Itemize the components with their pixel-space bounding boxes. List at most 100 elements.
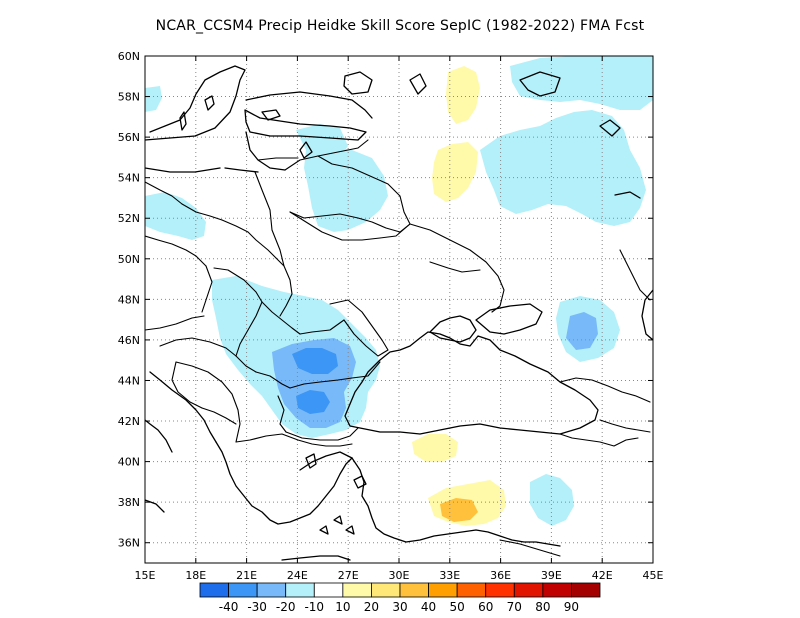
colorbar-label: 10	[335, 600, 350, 614]
chalkidiki	[305, 453, 317, 469]
colorbar-swatch	[199, 582, 229, 598]
border-romania-serbia	[255, 371, 291, 389]
northeast-light-blue	[510, 56, 653, 110]
lon-tick-label: 39E	[541, 569, 562, 582]
colorbar-swatch	[571, 582, 601, 598]
border-baltic-russia	[284, 139, 369, 171]
border-balkans-2	[175, 361, 241, 443]
border-russia-kazakhstan	[619, 249, 651, 301]
scandinavia-coast-light-blue	[145, 86, 162, 112]
lon-tick-label: 27E	[338, 569, 359, 582]
lat-tick-label: 50N	[118, 253, 140, 266]
colorbar-label: 40	[421, 600, 436, 614]
central-russia-light-blue	[480, 110, 646, 226]
colorbar-swatch	[285, 582, 315, 598]
adriatic-east-coast	[149, 371, 217, 443]
border-poland-germany	[145, 181, 183, 205]
lon-tick-label: 21E	[236, 569, 257, 582]
colorbar-label: -10	[304, 600, 324, 614]
colorbar-label: -30	[247, 600, 267, 614]
lake-peipus	[299, 141, 313, 159]
lat-tick-label: 40N	[118, 456, 140, 469]
border-balkans-1	[159, 337, 237, 357]
colorbar-swatch	[428, 582, 458, 598]
colorbar-swatch	[256, 582, 287, 598]
border-romania-hungary	[235, 301, 263, 373]
caucasus-core-blue	[566, 312, 598, 350]
colorbar-label: -20	[276, 600, 296, 614]
cyclades	[319, 515, 355, 535]
lon-tick-label: 24E	[287, 569, 308, 582]
border-bulgaria-greece-turkey	[285, 427, 359, 441]
border-ukraine-poland	[275, 257, 293, 317]
lat-tick-label: 38N	[118, 496, 140, 509]
belarus-light-blue	[304, 146, 388, 232]
greece-coast	[215, 441, 353, 525]
colorbar-label: 90	[564, 600, 579, 614]
lat-tick-label: 54N	[118, 172, 140, 185]
crete	[281, 555, 351, 561]
sweden-coast	[145, 65, 246, 141]
colorbar: -40 -30 -20 -10 10 20 30 40 50 60 70 80 90	[199, 582, 601, 614]
border-moldova	[329, 299, 389, 357]
border-greece-north	[235, 433, 353, 447]
volga-reservoir	[614, 191, 641, 199]
border-georgia-russia	[559, 377, 651, 403]
border-turkey-syria	[499, 539, 561, 557]
border-slovenia-hungary	[145, 315, 205, 331]
colorbar-swatch	[485, 582, 515, 598]
axis-ticks: 36N 38N 40N 42N 44N 46N 48N 50N 52N 54N 56N 58N 60N 1…	[118, 50, 664, 582]
rybinsk-reservoir	[599, 119, 621, 137]
lat-tick-label: 58N	[118, 91, 140, 104]
skill-score-fill-layer	[145, 56, 653, 526]
border-ukraine-russia	[409, 223, 505, 313]
border-georgia-armenia	[599, 419, 651, 433]
colorbar-label: 80	[535, 600, 550, 614]
lat-tick-label: 52N	[118, 212, 140, 225]
border-serbia-montenegro	[201, 407, 237, 425]
lon-tick-label: 15E	[135, 569, 156, 582]
italy-heel	[145, 499, 165, 513]
colorbar-swatch	[456, 582, 487, 598]
lat-tick-label: 46N	[118, 334, 140, 347]
colorbar-swatch	[513, 582, 544, 598]
colorbar-swatch	[313, 582, 344, 598]
border-romania-ukraine	[299, 319, 345, 335]
gulf-of-finland-north	[245, 91, 373, 119]
lake-ladoga	[343, 71, 373, 95]
border-ukraine-west	[261, 301, 301, 335]
colorbar-swatch	[228, 582, 258, 598]
caspian-coast	[641, 289, 653, 341]
lon-tick-label: 18E	[185, 569, 206, 582]
lat-tick-label: 44N	[118, 374, 140, 387]
lon-tick-label: 45E	[643, 569, 664, 582]
border-austria-hungary	[201, 265, 213, 313]
kaliningrad-coast	[224, 167, 259, 173]
border-don-river	[429, 261, 481, 273]
colorbar-label: 30	[392, 600, 407, 614]
border-bulgaria-serbia	[277, 395, 287, 433]
poland-coast	[145, 167, 221, 173]
lat-tick-label: 36N	[118, 537, 140, 550]
lon-tick-label: 30E	[389, 569, 410, 582]
colorbar-swatch	[399, 582, 429, 598]
border-hungary-slovakia	[213, 267, 263, 303]
gotland-island	[204, 95, 215, 111]
lat-tick-label: 48N	[118, 293, 140, 306]
border-slovakia	[221, 219, 277, 259]
poland-southwest-light-blue	[145, 192, 206, 240]
lat-tick-label: 56N	[118, 131, 140, 144]
black-sea-coast	[344, 331, 599, 435]
finland-estonia-coast	[244, 109, 367, 141]
border-turkey-georgia	[559, 433, 639, 447]
oland-island	[179, 111, 187, 131]
colorbar-label: 60	[478, 600, 493, 614]
border-croatia-bosnia	[171, 361, 203, 409]
colorbar-label: 70	[507, 600, 522, 614]
finland-south-yellow	[446, 66, 480, 124]
border-latvia-lithuania	[257, 157, 299, 161]
bulgaria-core-dark-blue	[296, 390, 330, 414]
colorbar-swatch	[371, 582, 401, 598]
sea-of-azov	[475, 303, 543, 335]
